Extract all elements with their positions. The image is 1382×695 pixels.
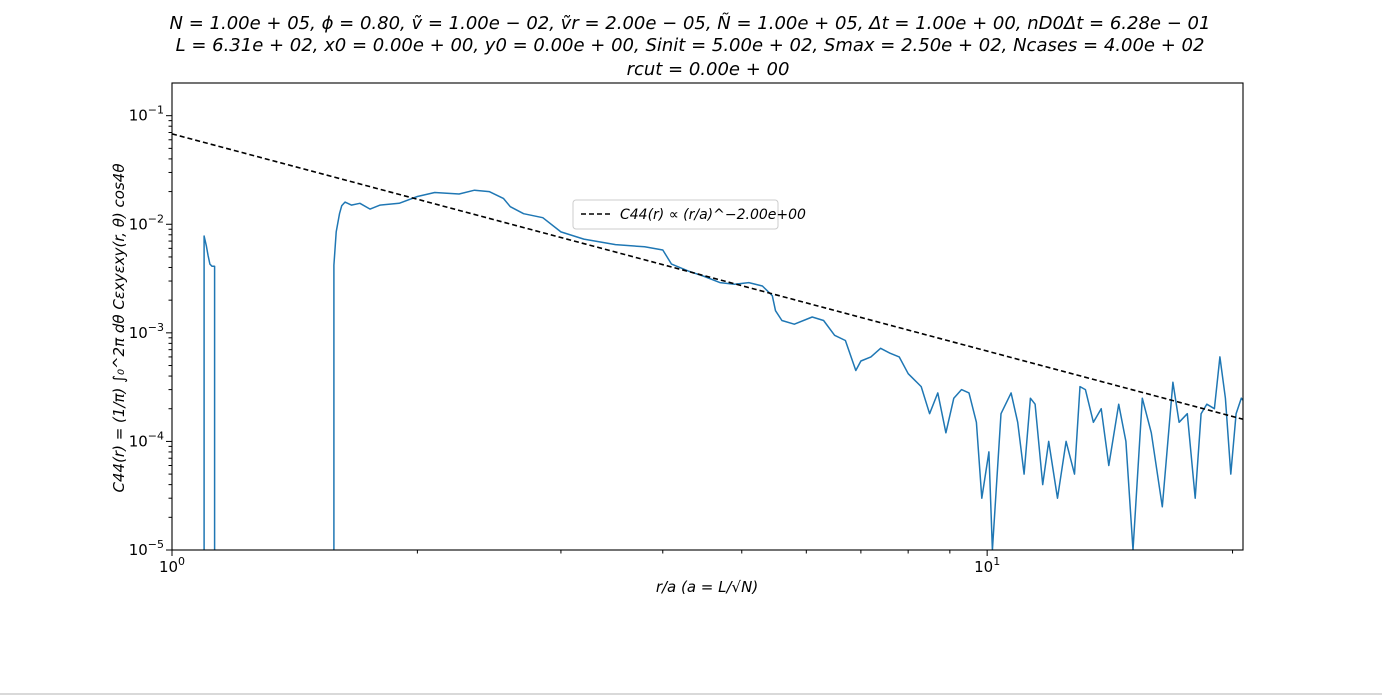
x-tick-label: 101 [974, 555, 1000, 576]
series-layer [172, 133, 1243, 550]
y-tick-label: 10−5 [129, 538, 164, 559]
data-series-line-segment-1 [203, 235, 216, 550]
y-tick-label: 10−3 [129, 321, 164, 342]
axes-frame [171, 82, 1244, 551]
data-series-line-segment-2 [333, 189, 1243, 550]
x-axis-label: r/a (a = L/√N) [656, 578, 758, 596]
axis-ticks: 100 101 10−5 10−4 10−3 10−2 10−1 [129, 104, 1234, 576]
bottom-divider [0, 693, 1382, 695]
chart-title-line-2: L = 6.31e + 02, x0 = 0.00e + 00, y0 = 0.… [176, 35, 1205, 56]
y-tick-label: 10−2 [129, 212, 164, 233]
legend: C44(r) ∝ (r/a)^−2.00e+00 [572, 199, 806, 230]
y-tick-label: 10−1 [129, 104, 164, 125]
legend-box [572, 199, 779, 230]
chart-title: N = 1.00e + 05, ϕ = 0.80, ṽ = 1.00e − 02… [170, 12, 1211, 80]
legend-entry-label: C44(r) ∝ (r/a)^−2.00e+00 [620, 207, 806, 223]
chart-title-line-1: N = 1.00e + 05, ϕ = 0.80, ṽ = 1.00e − 02… [170, 12, 1211, 34]
x-tick-label: 100 [159, 555, 185, 576]
power-law-fit-line [172, 133, 1243, 421]
chart-title-line-3: rcut = 0.00e + 00 [627, 59, 790, 80]
y-tick-label: 10−4 [129, 429, 164, 450]
plot-area [172, 83, 1243, 550]
y-axis-label: C44(r) = (1/π) ∫₀^2π dθ Cεxyεxy(r, θ) co… [110, 164, 128, 493]
